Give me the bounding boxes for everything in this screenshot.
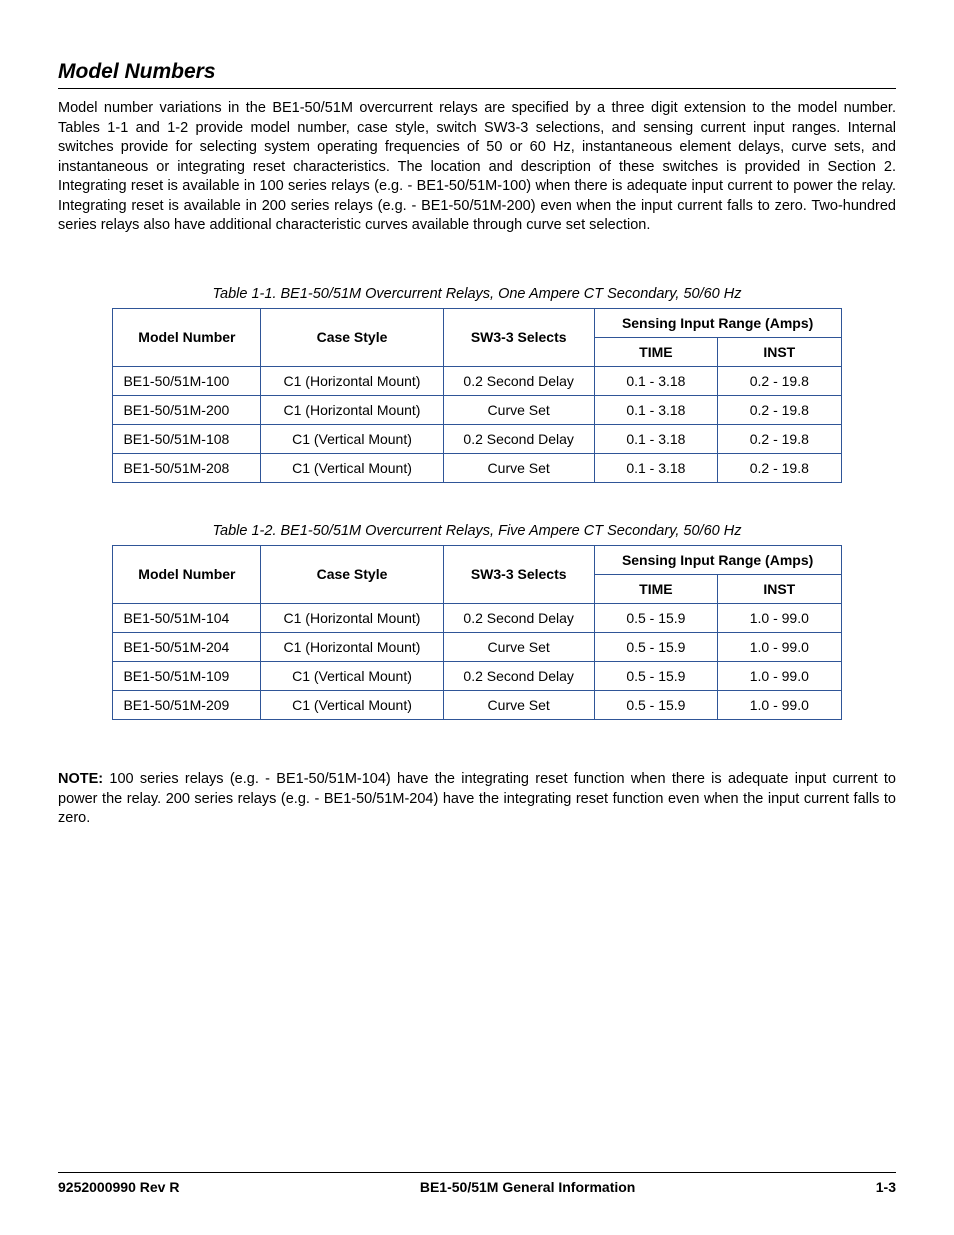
- table-row: BE1-50/51M-208 C1 (Vertical Mount) Curve…: [113, 453, 841, 482]
- cell-case: C1 (Vertical Mount): [261, 690, 443, 719]
- cell-model: BE1-50/51M-208: [113, 453, 261, 482]
- table-row: BE1-50/51M-108 C1 (Vertical Mount) 0.2 S…: [113, 424, 841, 453]
- th-sw33: SW3-3 Selects: [443, 308, 594, 366]
- section-paragraph: Model number variations in the BE1-50/51…: [58, 99, 896, 236]
- table-row: BE1-50/51M-104 C1 (Horizontal Mount) 0.2…: [113, 603, 841, 632]
- cell-time: 0.5 - 15.9: [594, 661, 717, 690]
- section-heading: Model Numbers: [58, 60, 896, 89]
- cell-inst: 0.2 - 19.8: [718, 453, 841, 482]
- cell-model: BE1-50/51M-108: [113, 424, 261, 453]
- note-label: NOTE:: [58, 771, 103, 787]
- th-sensing: Sensing Input Range (Amps): [594, 545, 841, 574]
- th-inst: INST: [718, 574, 841, 603]
- cell-inst: 0.2 - 19.8: [718, 366, 841, 395]
- footer-center: BE1-50/51M General Information: [420, 1179, 636, 1195]
- cell-sw33: 0.2 Second Delay: [443, 661, 594, 690]
- cell-model: BE1-50/51M-200: [113, 395, 261, 424]
- cell-model: BE1-50/51M-104: [113, 603, 261, 632]
- cell-inst: 1.0 - 99.0: [718, 690, 841, 719]
- th-sensing: Sensing Input Range (Amps): [594, 308, 841, 337]
- cell-time: 0.5 - 15.9: [594, 603, 717, 632]
- cell-sw33: 0.2 Second Delay: [443, 603, 594, 632]
- table1: Model Number Case Style SW3-3 Selects Se…: [112, 308, 841, 483]
- th-case: Case Style: [261, 545, 443, 603]
- table-row: BE1-50/51M-204 C1 (Horizontal Mount) Cur…: [113, 632, 841, 661]
- cell-time: 0.1 - 3.18: [594, 453, 717, 482]
- th-model: Model Number: [113, 545, 261, 603]
- table-row: BE1-50/51M-100 C1 (Horizontal Mount) 0.2…: [113, 366, 841, 395]
- note-text: 100 series relays (e.g. - BE1-50/51M-104…: [58, 771, 896, 826]
- th-time: TIME: [594, 337, 717, 366]
- cell-sw33: 0.2 Second Delay: [443, 366, 594, 395]
- cell-sw33: Curve Set: [443, 690, 594, 719]
- cell-time: 0.1 - 3.18: [594, 366, 717, 395]
- footer-right: 1-3: [876, 1179, 896, 1195]
- cell-case: C1 (Horizontal Mount): [261, 366, 443, 395]
- footer-left: 9252000990 Rev R: [58, 1179, 179, 1195]
- cell-time: 0.1 - 3.18: [594, 395, 717, 424]
- cell-sw33: Curve Set: [443, 453, 594, 482]
- cell-case: C1 (Horizontal Mount): [261, 395, 443, 424]
- cell-inst: 1.0 - 99.0: [718, 661, 841, 690]
- cell-case: C1 (Horizontal Mount): [261, 603, 443, 632]
- cell-inst: 0.2 - 19.8: [718, 395, 841, 424]
- cell-model: BE1-50/51M-100: [113, 366, 261, 395]
- cell-inst: 1.0 - 99.0: [718, 603, 841, 632]
- cell-inst: 0.2 - 19.8: [718, 424, 841, 453]
- cell-time: 0.5 - 15.9: [594, 632, 717, 661]
- th-inst: INST: [718, 337, 841, 366]
- cell-case: C1 (Horizontal Mount): [261, 632, 443, 661]
- th-model: Model Number: [113, 308, 261, 366]
- cell-case: C1 (Vertical Mount): [261, 661, 443, 690]
- cell-sw33: Curve Set: [443, 632, 594, 661]
- table-row: BE1-50/51M-200 C1 (Horizontal Mount) Cur…: [113, 395, 841, 424]
- table1-caption: Table 1-1. BE1-50/51M Overcurrent Relays…: [58, 286, 896, 302]
- table2: Model Number Case Style SW3-3 Selects Se…: [112, 545, 841, 720]
- th-sw33: SW3-3 Selects: [443, 545, 594, 603]
- cell-model: BE1-50/51M-109: [113, 661, 261, 690]
- cell-model: BE1-50/51M-209: [113, 690, 261, 719]
- table-row: BE1-50/51M-109 C1 (Vertical Mount) 0.2 S…: [113, 661, 841, 690]
- cell-time: 0.5 - 15.9: [594, 690, 717, 719]
- cell-case: C1 (Vertical Mount): [261, 453, 443, 482]
- table2-caption: Table 1-2. BE1-50/51M Overcurrent Relays…: [58, 523, 896, 539]
- cell-model: BE1-50/51M-204: [113, 632, 261, 661]
- cell-sw33: Curve Set: [443, 395, 594, 424]
- th-case: Case Style: [261, 308, 443, 366]
- cell-sw33: 0.2 Second Delay: [443, 424, 594, 453]
- cell-case: C1 (Vertical Mount): [261, 424, 443, 453]
- th-time: TIME: [594, 574, 717, 603]
- cell-time: 0.1 - 3.18: [594, 424, 717, 453]
- note-block: NOTE: 100 series relays (e.g. - BE1-50/5…: [58, 770, 896, 829]
- table-row: BE1-50/51M-209 C1 (Vertical Mount) Curve…: [113, 690, 841, 719]
- cell-inst: 1.0 - 99.0: [718, 632, 841, 661]
- page-footer: 9252000990 Rev R BE1-50/51M General Info…: [58, 1172, 896, 1195]
